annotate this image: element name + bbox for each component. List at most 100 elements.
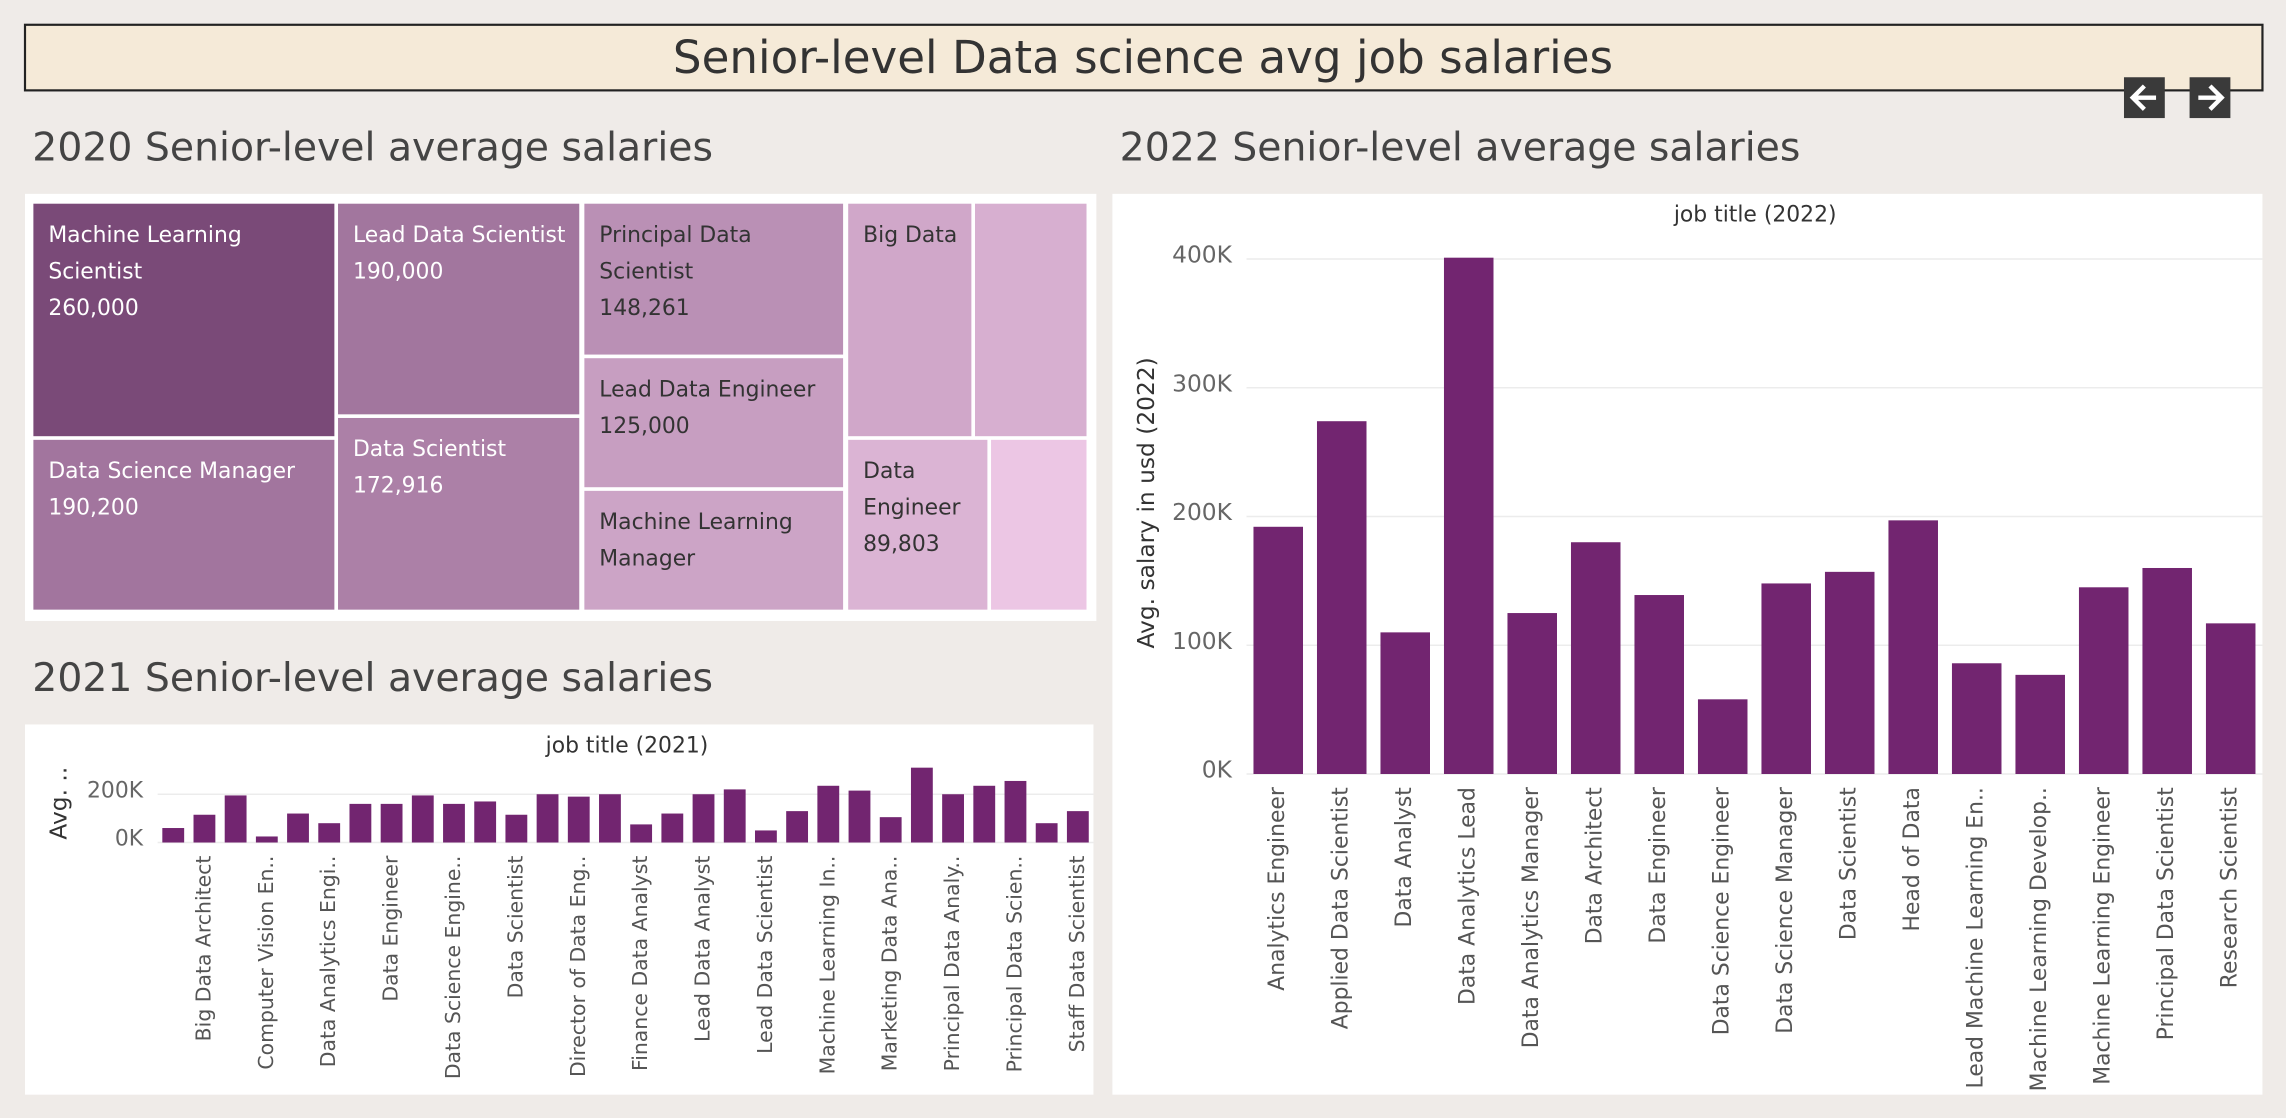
bar (910, 767, 933, 843)
y-tick-label: 200K (87, 778, 144, 803)
bar (224, 795, 247, 843)
bar (1443, 257, 1494, 774)
treemap-label-box: Lead Data Engineer 125,000 (583, 357, 844, 488)
x-tick-label: Finance Data Analyst (628, 856, 652, 1071)
treemap-cell (988, 437, 1089, 612)
bar (848, 790, 871, 843)
panel (25, 724, 1094, 1095)
panel (1112, 193, 2263, 1095)
treemap-cell (846, 201, 974, 439)
x-tick-label: Machine Learning Engineer (2091, 787, 2116, 1085)
bar (973, 785, 996, 843)
bar (255, 836, 278, 843)
treemap-label: Lead Data Engineer 125,000 (583, 357, 844, 488)
treemap-cell (335, 415, 582, 612)
treemap-label: Lead Data Scientist 190,000 (352, 221, 566, 285)
treemap-cell (582, 356, 846, 490)
bar (1570, 542, 1621, 774)
y-tick-label: 300K (1172, 370, 1232, 397)
treemap-label-box: Machine Learning Scientist 260,000 (32, 203, 335, 438)
treemap-label-box: Machine Learning Manager (583, 490, 844, 611)
x-tick-label: Lead Data Analyst (691, 856, 715, 1042)
cell-value: 89,803 (863, 530, 940, 557)
arrow-icon (2198, 84, 2225, 111)
y-tick-label: 200K (1172, 499, 1232, 526)
x-tick-label: Lead Data Scientist (753, 856, 777, 1054)
section-title: 2021 Senior-level average salaries (32, 655, 713, 701)
treemap-label-box: Data Science Manager 190,200 (32, 439, 335, 611)
treemap-cell (582, 201, 846, 357)
x-axis-title: job title (2021) (545, 733, 709, 758)
x-tick-label: Machine Learning Develop.. (2027, 787, 2052, 1091)
bar (1004, 780, 1027, 843)
bar (443, 803, 465, 843)
y-tick-label: 0K (1202, 757, 1233, 784)
x-tick-label: Data Architect (1583, 787, 1608, 945)
treemap-cell (972, 201, 1089, 439)
section-title: 2022 Senior-level average salaries (1120, 125, 1801, 171)
cell-name: Data Engineer (863, 457, 961, 521)
bar (411, 795, 434, 843)
cell-name: Big Data (863, 221, 958, 248)
bar (1888, 520, 1938, 774)
x-tick-label: Data Scientist (503, 856, 527, 999)
treemap-label: Data Science Manager 190,200 (32, 439, 335, 611)
cell-value: 148,261 (599, 294, 690, 321)
treemap-label: Data Scientist 172,916 (352, 435, 507, 499)
y-axis-title: Avg. .. (45, 767, 72, 840)
x-tick-label: Data Engineer (379, 855, 403, 1002)
arrow-icon (2129, 84, 2157, 111)
bar (1824, 571, 1875, 774)
bar (1697, 699, 1748, 774)
nav-forward[interactable] (2189, 77, 2231, 119)
x-tick-label: Analytics Engineer (1265, 787, 1290, 991)
x-tick-label: Applied Data Scientist (1329, 787, 1354, 1030)
treemap-cell (31, 437, 337, 612)
header-box (23, 23, 2264, 92)
treemap-cell (846, 437, 990, 612)
bar (879, 817, 902, 843)
x-tick-label: Data Science Engine.. (441, 856, 465, 1080)
treemap-label-box: Data Engineer 89,803 (847, 439, 988, 611)
x-tick-label: Principal Data Scien.. (1002, 856, 1026, 1073)
treemap-label-box: Big Data (847, 203, 972, 438)
bar (1380, 632, 1431, 774)
y-tick-label: 0K (115, 827, 144, 852)
nav-back[interactable] (2123, 77, 2165, 119)
cell-value: 260,000 (48, 294, 139, 321)
bar (1035, 823, 1058, 843)
bar (193, 814, 216, 843)
x-tick-label: Machine Learning In.. (815, 856, 839, 1075)
cell-name: Data Scientist (352, 435, 507, 463)
y-axis-title: Avg. salary in usd (2022) (1133, 357, 1160, 648)
cell-value: 172,916 (352, 472, 444, 499)
bar (723, 789, 746, 843)
bar (754, 830, 777, 843)
bar (1951, 663, 2002, 774)
x-tick-label: Data Scientist (1837, 787, 1862, 940)
y-tick-label: 400K (1172, 242, 1232, 269)
treemap-label: Machine Learning Scientist 260,000 (32, 203, 335, 438)
bar (318, 823, 341, 843)
x-tick-label: Principal Data Analy.. (940, 856, 964, 1072)
bar (817, 785, 840, 843)
cell-name: Lead Data Scientist (352, 221, 566, 248)
treemap-cell (582, 488, 846, 612)
bar (942, 794, 964, 843)
bar (567, 796, 590, 843)
bar (2078, 587, 2129, 774)
x-tick-label: Research Scientist (2218, 787, 2243, 989)
bar (1253, 526, 1304, 774)
x-tick-label: Computer Vision En.. (254, 856, 278, 1070)
bar (287, 813, 309, 843)
cell-name: Data Science Manager (48, 457, 296, 484)
treemap-cell (31, 201, 337, 439)
x-tick-label: Data Analyst (1392, 787, 1417, 928)
treemap-label: Machine Learning Manager (583, 490, 844, 611)
x-tick-label: Marketing Data Ana.. (878, 856, 902, 1072)
x-tick-label: Principal Data Scientist (2154, 787, 2179, 1041)
cell-value: 125,000 (599, 412, 690, 439)
treemap-label: Data Engineer 89,803 (847, 439, 988, 611)
cell-value: 190,200 (48, 494, 139, 521)
